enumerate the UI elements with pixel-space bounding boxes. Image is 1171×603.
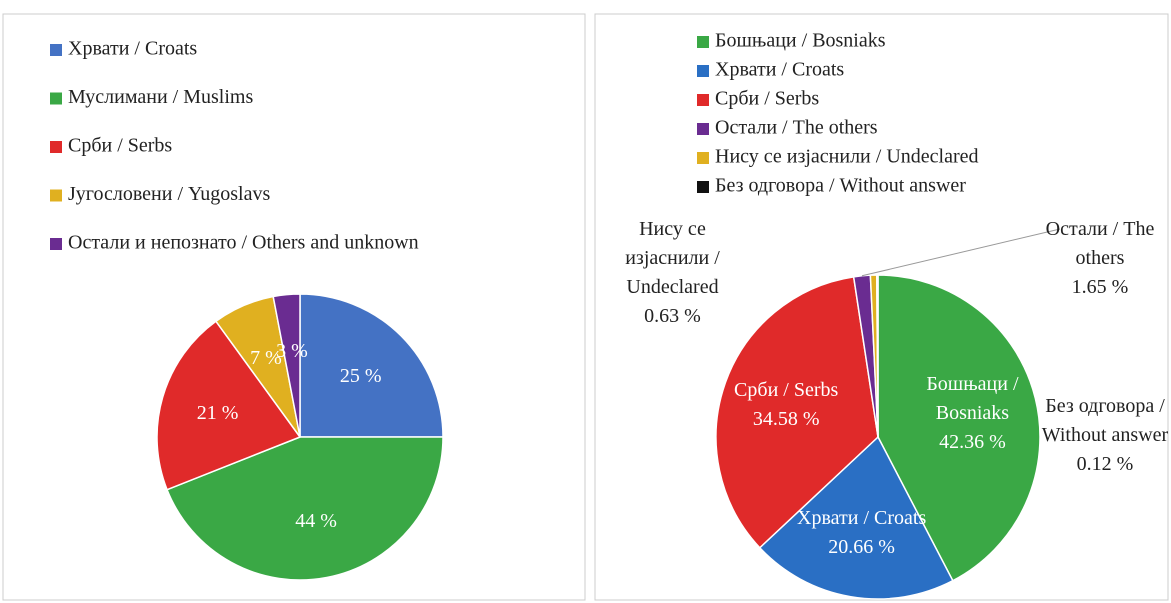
label-part: Бошњаци / Bosniaks	[926, 373, 1019, 425]
leader-line	[861, 228, 1061, 277]
legend-swatch	[697, 36, 709, 48]
legend-label: Хрвати / Croats	[715, 59, 844, 81]
pie-slice	[715, 275, 879, 549]
legend-label: Југословени / Yugoslavs	[68, 183, 270, 205]
legend-label: Без одговора / Without answer	[715, 175, 966, 197]
label-part: Остали / The others	[1045, 218, 1155, 269]
data-label: 25 %	[321, 362, 401, 391]
data-label: Бошњаци / Bosniaks 42.36 %	[907, 370, 1037, 457]
data-label: Хрвати / Croats 20.66 %	[797, 504, 927, 562]
pie-slice	[758, 435, 954, 600]
legend-label: Срби / Serbs	[68, 135, 172, 157]
label-part: 21 %	[196, 401, 239, 424]
data-label: Остали / The others 1.65 %	[1030, 215, 1170, 302]
label-part: 7 %	[250, 346, 282, 369]
pie-slice	[272, 293, 301, 438]
pie-slice	[166, 436, 444, 581]
panel-right	[594, 13, 1169, 601]
pie-slice	[876, 274, 879, 438]
legend-swatch	[50, 189, 62, 202]
label-part: 0.12 %	[1076, 453, 1134, 475]
legend-swatch	[697, 152, 709, 164]
legend-swatch	[50, 141, 62, 153]
legend-label: Срби / Serbs	[715, 88, 819, 110]
legend-label: Нису се изјаснили / Undeclared	[715, 146, 979, 168]
pie-slice	[299, 293, 444, 438]
data-label: 21 %	[178, 399, 258, 428]
pie-slice	[877, 274, 1041, 582]
data-label: 3 %	[252, 337, 332, 366]
label-part: Без одговора / Without answer	[1041, 395, 1169, 446]
legend-swatch	[50, 44, 62, 56]
label-part: 1.65 %	[1071, 276, 1129, 298]
data-label: 44 %	[276, 507, 356, 536]
legend-swatch	[697, 94, 709, 106]
label-part: 25 %	[339, 364, 382, 387]
legend-label: Бошњаци / Bosniaks	[715, 30, 886, 52]
legend-label: Хрвати / Croats	[68, 38, 197, 60]
label-part: 0.63 %	[644, 305, 701, 327]
pie-slice	[156, 320, 302, 491]
data-label: 7 %	[226, 344, 306, 373]
legend-swatch	[697, 65, 709, 77]
label-part: Хрвати / Croats	[797, 506, 927, 529]
label-part: Срби / Serbs	[734, 379, 839, 402]
label-part: 34.58 %	[752, 408, 820, 431]
legend-label: Остали и непознато / Others and unknown	[68, 232, 419, 254]
label-part: 3 %	[276, 340, 308, 363]
data-label: Срби / Serbs 34.58 %	[721, 376, 851, 434]
data-label: Без одговора / Without answer 0.12 %	[1040, 392, 1170, 479]
label-part: 20.66 %	[828, 535, 895, 558]
legend-label: Остали / The others	[715, 117, 878, 139]
label-part: 44 %	[295, 509, 337, 532]
legend-label: Муслимани / Muslims	[68, 86, 253, 108]
legend-swatch	[50, 92, 62, 105]
label-part: 42.36 %	[939, 431, 1006, 454]
legend-swatch	[697, 123, 709, 135]
panel-left	[2, 13, 586, 601]
legend-swatch	[50, 238, 62, 250]
legend-swatch	[697, 181, 709, 193]
data-label: Нису се изјаснили / Undeclared 0.63 %	[600, 215, 745, 331]
label-part: Нису се изјаснили / Undeclared	[625, 218, 720, 298]
